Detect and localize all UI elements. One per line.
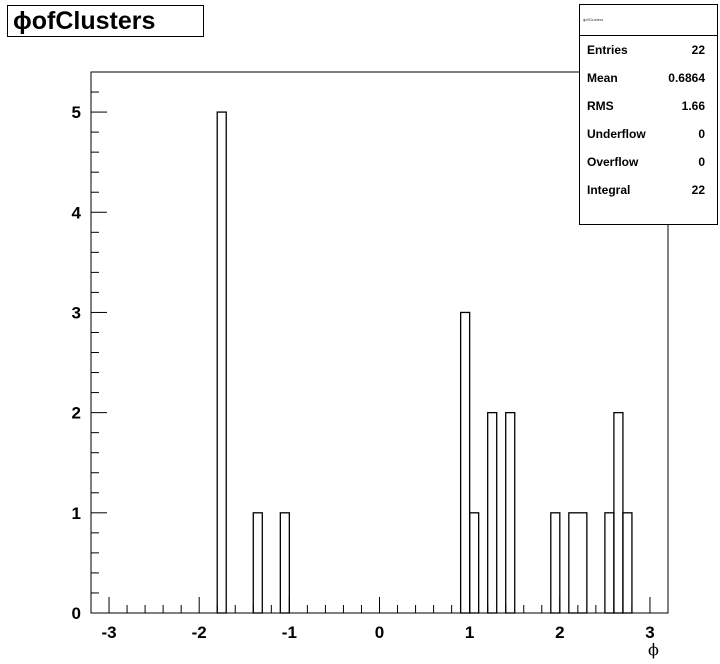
stats-label: Underflow — [587, 127, 646, 141]
histogram-bar — [216, 111, 227, 614]
y-tick-label: 4 — [72, 203, 82, 222]
histogram-bar — [550, 512, 561, 614]
x-tick-label: -2 — [192, 623, 207, 642]
x-tick-label: 0 — [375, 623, 384, 642]
stats-label: Overflow — [587, 155, 639, 169]
stats-value: 22 — [691, 183, 705, 197]
stats-label: Integral — [587, 183, 631, 197]
y-tick-label: 3 — [72, 303, 81, 322]
histogram-bar — [505, 411, 516, 614]
stats-value: 22 — [691, 43, 705, 57]
stats-label: RMS — [587, 99, 614, 113]
stats-label: Entries — [587, 43, 628, 57]
chart-title: ϕofClusters — [7, 5, 204, 37]
histogram-bar — [568, 512, 588, 614]
histogram-bar — [622, 512, 633, 614]
stats-label: Mean — [587, 71, 618, 85]
stats-row-overflow: Overflow 0 — [580, 148, 717, 176]
y-tick-label: 0 — [72, 604, 81, 623]
y-tick-label: 2 — [72, 404, 81, 423]
histogram-bar — [459, 311, 471, 614]
stats-row-mean: Mean 0.6864 — [580, 64, 717, 92]
x-tick-label: 3 — [645, 623, 654, 642]
stats-row-underflow: Underflow 0 — [580, 120, 717, 148]
x-tick-label: -1 — [282, 623, 297, 642]
stats-value: 0 — [698, 127, 705, 141]
stats-row-integral: Integral 22 — [580, 176, 717, 204]
y-tick-label: 5 — [72, 103, 81, 122]
stats-value: 0 — [698, 155, 705, 169]
histogram-bar — [613, 411, 624, 614]
histogram-bar — [279, 512, 290, 614]
stats-value: 0.6864 — [668, 71, 705, 85]
x-axis-title: ϕ — [648, 640, 659, 659]
x-tick-label: -3 — [101, 623, 116, 642]
histogram-bar — [252, 512, 263, 614]
stats-box: ϕofClusters Entries 22 Mean 0.6864 RMS 1.66… — [579, 4, 718, 225]
x-tick-label: 1 — [465, 623, 474, 642]
stats-row-entries: Entries 22 — [580, 36, 717, 64]
stats-value: 1.66 — [681, 99, 705, 113]
stats-row-rms: RMS 1.66 — [580, 92, 717, 120]
y-tick-label: 1 — [72, 504, 81, 523]
stats-header: ϕofClusters — [580, 5, 717, 36]
histogram-bar — [487, 411, 498, 614]
histogram-bar — [604, 512, 615, 614]
histogram-bar — [469, 512, 480, 614]
x-tick-label: 2 — [555, 623, 564, 642]
